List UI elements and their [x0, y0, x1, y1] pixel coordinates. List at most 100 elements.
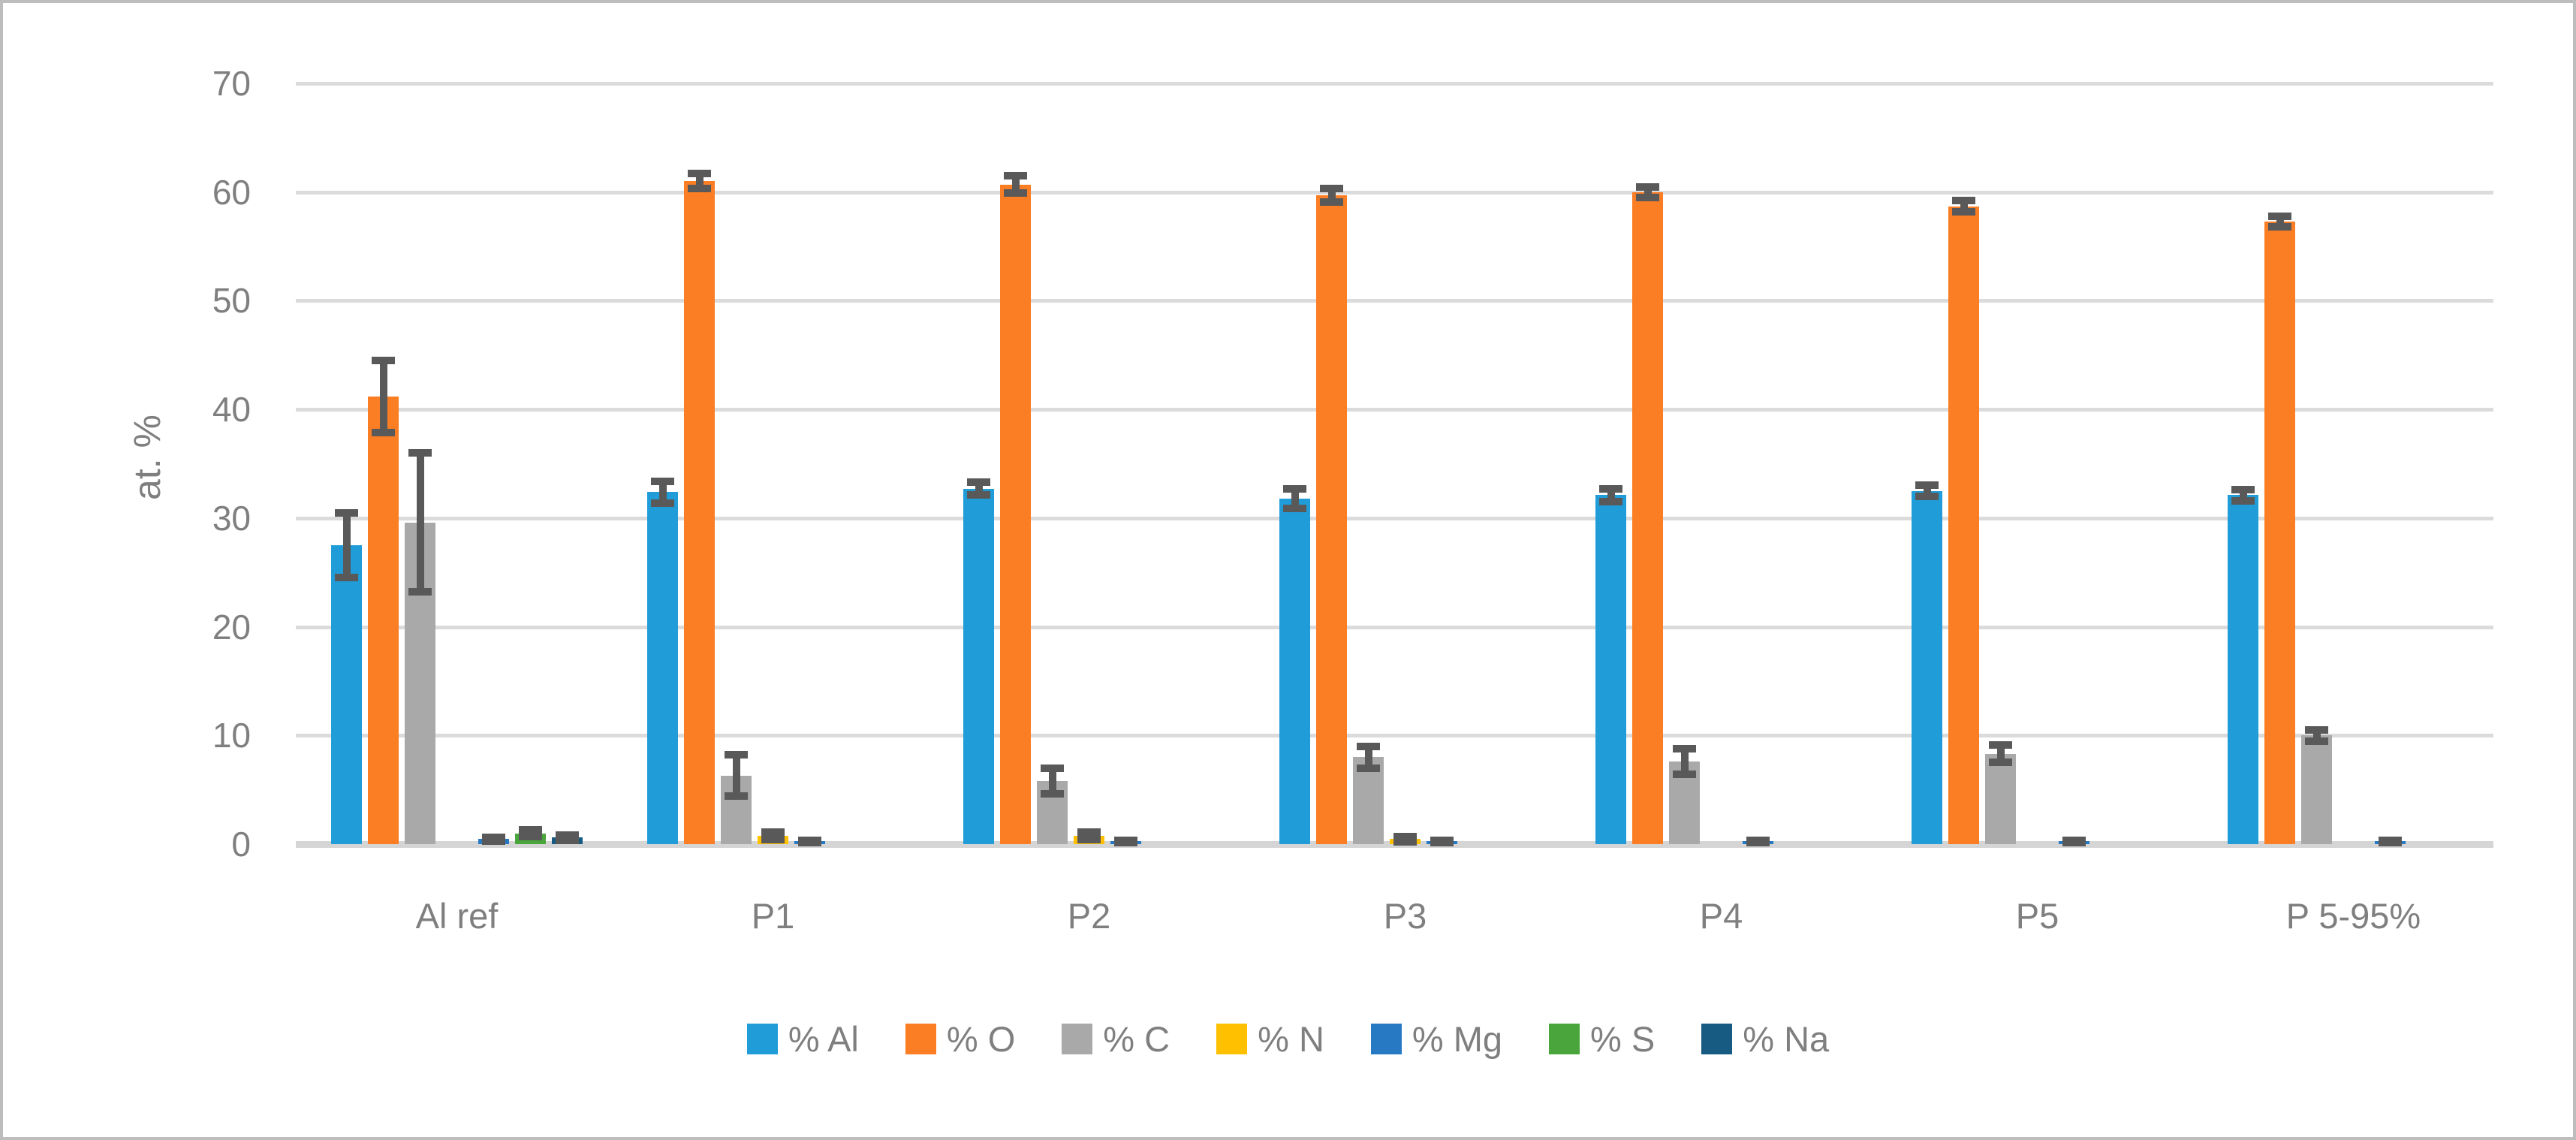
error-bar-cap-bottom — [2231, 496, 2255, 505]
error-bar-cap-bottom — [1393, 838, 1417, 846]
error-bar-line — [695, 173, 704, 189]
error-bar-cap-bottom — [1746, 838, 1770, 846]
error-bar-cap-bottom — [1636, 193, 1659, 201]
gridline — [296, 516, 2493, 520]
error-bar-cap-top — [1320, 185, 1343, 193]
bar — [647, 492, 678, 844]
legend-label: % O — [946, 1019, 1016, 1059]
error-bar-line — [2312, 730, 2321, 741]
error-bar-cap-bottom — [1320, 198, 1343, 206]
error-bar-cap-top — [1004, 172, 1027, 180]
error-bar-cap-top — [761, 828, 785, 837]
error-bar-cap-top — [1357, 742, 1380, 750]
error-bar-cap-top — [372, 357, 395, 365]
legend-swatch — [1701, 1024, 1733, 1054]
error-bar-cap-bottom — [1114, 838, 1137, 846]
category-label: P1 — [751, 896, 795, 936]
legend-swatch — [1216, 1024, 1248, 1054]
error-bar-cap-bottom — [798, 838, 821, 846]
legend-label: % Mg — [1412, 1019, 1503, 1059]
error-bar-line — [975, 482, 983, 496]
error-bar-cap-bottom — [725, 792, 748, 801]
legend-item: % O — [905, 1018, 1015, 1060]
error-bar-cap-top — [1077, 828, 1101, 837]
error-bar-cap-top — [1041, 764, 1064, 772]
bar — [1985, 753, 2016, 844]
error-bar-line — [1996, 745, 2005, 763]
error-bar-line — [1291, 488, 1299, 508]
error-bar-cap-top — [408, 449, 432, 457]
legend-item: % S — [1549, 1018, 1655, 1060]
legend-label: % Al — [788, 1019, 859, 1059]
bar — [2228, 495, 2258, 844]
error-bar-cap-top — [1393, 832, 1417, 840]
legend-item: % Al — [746, 1018, 859, 1060]
error-bar-line — [1607, 488, 1615, 502]
error-bar-cap-bottom — [2379, 838, 2402, 846]
y-tick-label: 50 — [212, 281, 251, 321]
error-bar-cap-top — [482, 833, 505, 841]
legend-item: % Mg — [1370, 1018, 1503, 1060]
error-bar-cap-top — [2268, 212, 2291, 220]
gridline — [296, 299, 2493, 303]
y-tick-label: 10 — [212, 716, 251, 755]
category-label: P2 — [1067, 896, 1111, 936]
legend-swatch — [746, 1024, 778, 1054]
bar — [1912, 490, 1942, 844]
error-bar-cap-bottom — [1041, 790, 1064, 798]
error-bar-line — [732, 755, 740, 797]
error-bar-cap-top — [1283, 484, 1306, 493]
error-bar-cap-top — [519, 826, 542, 834]
category-label: Al ref — [415, 896, 499, 936]
error-bar-cap-bottom — [2062, 838, 2086, 846]
error-bar-cap-top — [1673, 744, 1696, 752]
error-bar-cap-bottom — [2268, 223, 2291, 231]
error-bar-line — [658, 481, 667, 503]
error-bar-cap-bottom — [1077, 836, 1101, 844]
error-bar-cap-bottom — [1430, 838, 1454, 846]
error-bar-line — [2276, 216, 2284, 228]
bar — [2301, 735, 2332, 844]
category-label: P4 — [1699, 896, 1743, 936]
bar — [2264, 221, 2295, 844]
error-bar-cap-top — [967, 478, 990, 487]
bar — [1948, 206, 1979, 844]
bar — [1000, 184, 1031, 844]
bar — [368, 396, 399, 844]
error-bar-cap-top — [2305, 726, 2328, 734]
legend-label: % N — [1258, 1019, 1324, 1059]
error-bar-line — [1960, 201, 1968, 212]
error-bar-line — [1644, 186, 1652, 198]
error-bar-cap-bottom — [1599, 498, 1622, 506]
error-bar-cap-bottom — [967, 491, 990, 499]
category-label: P3 — [1383, 896, 1427, 936]
legend-swatch — [905, 1024, 936, 1054]
error-bar-cap-top — [1636, 182, 1659, 191]
y-tick-label: 60 — [212, 172, 251, 212]
error-bar-cap-top — [2231, 486, 2255, 494]
error-bar-cap-bottom — [1915, 492, 1939, 500]
error-bar-cap-top — [725, 751, 748, 759]
error-bar-cap-bottom — [651, 499, 674, 507]
y-tick-label: 20 — [212, 607, 251, 647]
legend: % Al % O % C % N % Mg % S % Na — [3, 1018, 2573, 1060]
error-bar-cap-top — [556, 831, 579, 839]
gridline — [296, 625, 2493, 629]
error-bar-cap-bottom — [1673, 771, 1696, 779]
error-bar-line — [769, 832, 777, 840]
error-bar-cap-bottom — [519, 832, 542, 840]
error-bar-cap-bottom — [408, 588, 432, 596]
category-label: P5 — [2015, 896, 2059, 936]
error-bar-line — [1327, 188, 1336, 202]
error-bar-line — [1923, 485, 1931, 496]
legend-label: % S — [1590, 1019, 1656, 1059]
y-tick-label: 70 — [212, 64, 251, 104]
gridline — [296, 408, 2493, 412]
legend-item: % Na — [1701, 1018, 1829, 1060]
error-bar-cap-bottom — [1989, 758, 2012, 767]
error-bar-cap-bottom — [688, 185, 711, 193]
y-tick-label: 30 — [212, 498, 251, 538]
y-tick-label: 0 — [231, 825, 251, 864]
gridline — [296, 190, 2493, 195]
